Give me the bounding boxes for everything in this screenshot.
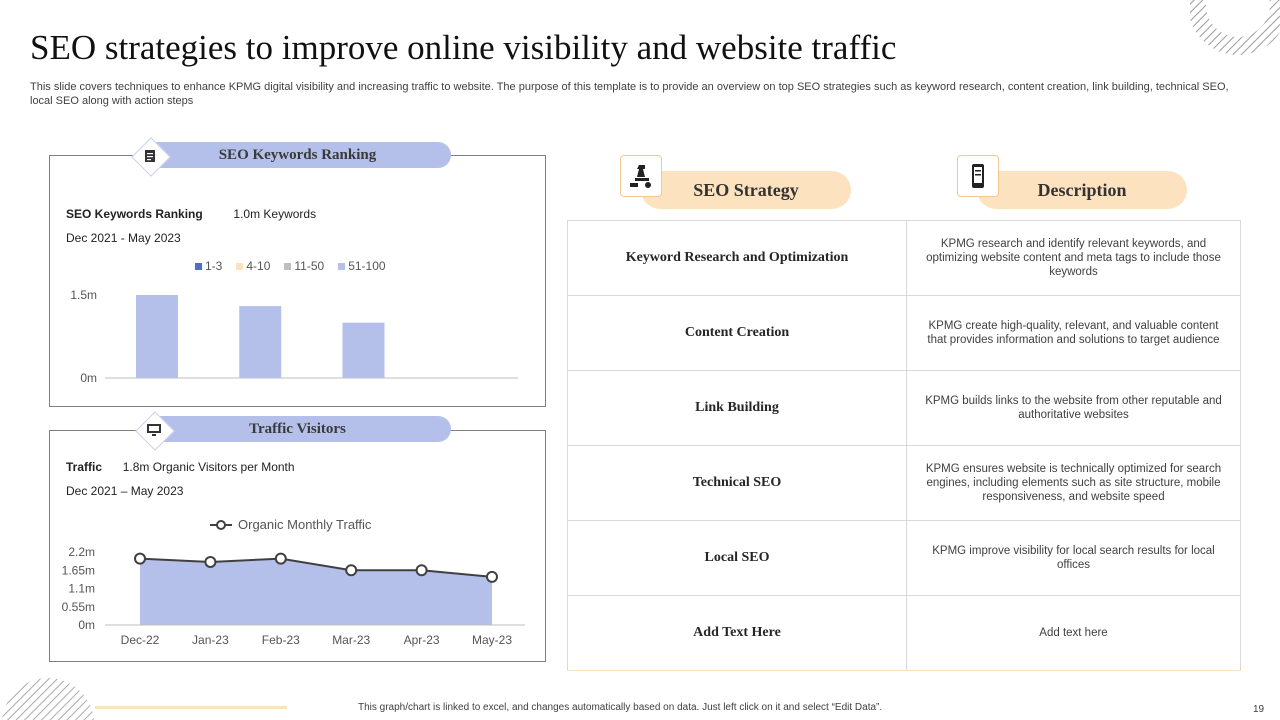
keywords-date-range: Dec 2021 - May 2023 [66,231,181,245]
table-row: Technical SEO KPMG ensures website is te… [567,445,1241,521]
legend-label: 11-50 [294,259,325,273]
series-line [139,557,493,578]
traffic-panel-heading: Traffic Visitors [249,420,346,437]
legend-item: 4-10 [236,259,270,273]
traffic-info-label: Traffic [66,460,103,474]
clipboard-icon [136,142,164,170]
legend-swatch [236,262,244,270]
strategy-name: Add Text Here [567,595,907,671]
x-tick-label: May-23 [472,633,512,647]
legend-item: 11-50 [284,259,324,273]
strategy-description: KPMG builds links to the website from ot… [906,370,1241,446]
legend-swatch [284,262,292,270]
hatched-circle-decoration [1190,0,1280,55]
strategy-table: Keyword Research and Optimization KPMG r… [567,220,1241,671]
keywords-info-label: SEO Keywords Ranking [66,207,203,221]
legend-item: 1-3 [195,259,222,273]
bar [136,295,178,378]
keywords-info: SEO Keywords Ranking 1.0m Keywords [66,207,316,221]
legend-label: 4-10 [246,259,271,273]
keywords-legend: 1-3 4-10 11-50 51-100 [195,259,386,273]
strategy-name: Content Creation [567,295,907,371]
footer-note: This graph/chart is linked to excel, and… [358,702,883,713]
y-tick-label: 0.55m [62,600,95,614]
traffic-area-chart: Organic Monthly Traffic 2.2m 1.65m 1.1m 0.55… [62,517,525,647]
x-tick-label: Jan-23 [192,633,229,647]
data-point [486,570,498,583]
hatched-corner-decoration [2,678,94,720]
table-row: Add Text Here Add text here [567,595,1241,671]
y-tick-label: 2.2m [68,545,95,559]
page-subtitle: This slide covers techniques to enhance … [30,81,1229,107]
strategy-description: Add text here [906,595,1241,671]
table-row: Local SEO KPMG improve visibility for lo… [567,520,1241,596]
strategy-name: Keyword Research and Optimization [567,220,907,296]
legend-marker [216,520,226,530]
description-column-header: Description [977,171,1187,209]
table-row: Content Creation KPMG create high-qualit… [567,295,1241,371]
strategy-name: Technical SEO [567,445,907,521]
page-number: 19 [1253,704,1265,715]
keywords-panel [49,155,546,407]
strategy-description: KPMG create high-quality, relevant, and … [906,295,1241,371]
x-tick-label: Apr-23 [404,633,440,647]
data-point [134,552,146,565]
x-tick-label: Mar-23 [332,633,370,647]
keywords-panel-tab: SEO Keywords Ranking [144,142,451,168]
y-tick-label: 1.65m [62,563,95,577]
legend-label: 1-3 [205,259,223,273]
phone-icon [957,155,999,197]
legend-label: Organic Monthly Traffic [238,517,372,532]
page-title: SEO strategies to improve online visibil… [30,28,897,67]
y-tick-label: 0m [78,618,95,632]
traffic-info: Traffic 1.8m Organic Visitors per Month [66,460,295,474]
legend-label: 51-100 [348,259,386,273]
strategy-description: KPMG ensures website is technically opti… [906,445,1241,521]
bar [342,322,385,378]
traffic-panel-tab: Traffic Visitors [144,416,451,442]
y-tick-label: 1.5m [70,288,97,302]
keywords-bar-chart: 1.5m 0m [70,288,518,385]
monitor-icon [140,416,168,444]
y-tick-label: 1.1m [68,582,95,596]
table-row: Keyword Research and Optimization KPMG r… [567,220,1241,296]
legend-swatch [338,262,346,270]
description-header-label: Description [1037,179,1127,200]
keywords-info-value: 1.0m Keywords [233,207,317,221]
chess-icon [620,155,662,197]
strategy-column-header: SEO Strategy [641,171,851,209]
bar [239,306,282,378]
traffic-info-value: 1.8m Organic Visitors per Month [122,460,295,474]
x-tick-label: Dec-22 [121,633,160,647]
data-point [204,555,217,568]
data-point [345,564,358,577]
strategy-description: KPMG improve visibility for local search… [906,520,1241,596]
strategy-name: Link Building [567,370,907,446]
legend-swatch [195,262,202,270]
area-fill [140,558,492,625]
legend-item: 51-100 [338,259,386,273]
x-tick-label: Feb-23 [262,633,300,647]
keywords-panel-heading: SEO Keywords Ranking [218,146,377,163]
traffic-date-range: Dec 2021 – May 2023 [66,484,184,498]
strategy-description: KPMG research and identify relevant keyw… [906,220,1241,296]
data-point [274,552,287,565]
strategy-name: Local SEO [567,520,907,596]
footer-accent-line [95,706,287,709]
data-point [415,564,428,577]
table-row: Link Building KPMG builds links to the w… [567,370,1241,446]
y-tick-label: 0m [80,371,97,385]
strategy-header-label: SEO Strategy [693,179,799,200]
